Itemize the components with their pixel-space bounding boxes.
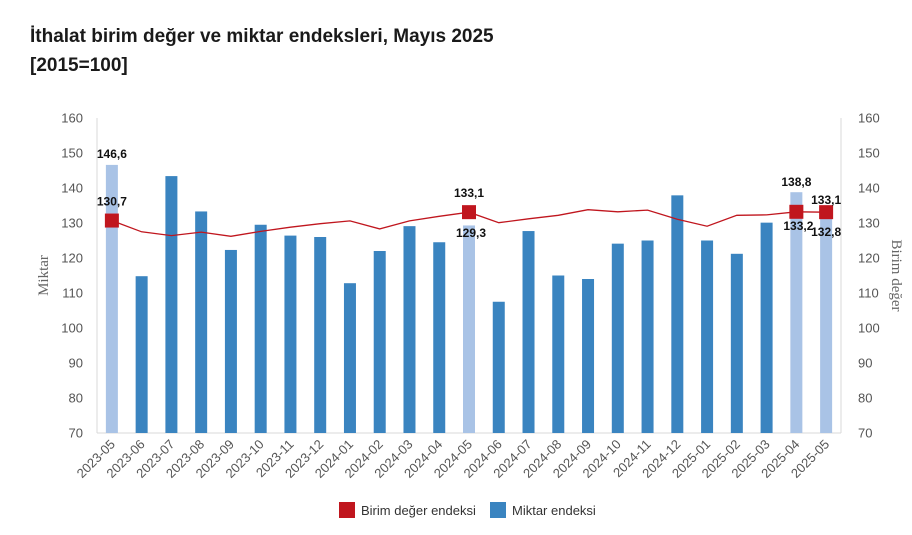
bar-miktar-2024-05 bbox=[463, 225, 475, 433]
data-label: 129,3 bbox=[456, 226, 486, 240]
y-right-tick-label: 150 bbox=[858, 146, 880, 161]
y-right-tick-label: 160 bbox=[858, 111, 880, 126]
chart-title: İthalat birim değer ve miktar endeksleri… bbox=[30, 22, 494, 80]
bar-miktar-2023-05 bbox=[105, 164, 118, 433]
data-label: 146,6 bbox=[97, 147, 127, 161]
bar-miktar-2023-07 bbox=[165, 176, 178, 433]
y-left-tick-label: 160 bbox=[61, 111, 83, 126]
y-right-tick-label: 120 bbox=[858, 251, 880, 266]
bar-miktar-2024-11 bbox=[641, 240, 654, 433]
legend-swatch-miktar bbox=[490, 502, 506, 518]
y-right-tick-label: 130 bbox=[858, 216, 880, 231]
bar-miktar-2024-03 bbox=[403, 226, 416, 433]
y-right-tick-label: 70 bbox=[858, 426, 872, 441]
y-left-tick-label: 90 bbox=[69, 356, 83, 371]
bar-miktar-2025-01 bbox=[701, 240, 714, 433]
bar-miktar-2023-12 bbox=[314, 237, 327, 433]
y-left-tick-label: 70 bbox=[69, 426, 83, 441]
legend-label-birim-deger: Birim değer endeksi bbox=[361, 503, 476, 518]
bar-miktar-2025-02 bbox=[730, 253, 743, 433]
bar-miktar-2024-12 bbox=[671, 195, 684, 433]
bar-miktar-2025-03 bbox=[760, 222, 773, 433]
y-left-tick-label: 150 bbox=[61, 146, 83, 161]
bar-miktar-2024-04 bbox=[433, 242, 446, 433]
y-left-tick-label: 120 bbox=[61, 251, 83, 266]
y-right-tick-label: 90 bbox=[858, 356, 872, 371]
bar-miktar-2025-05 bbox=[820, 213, 833, 433]
y-left-tick-label: 130 bbox=[61, 216, 83, 231]
bar-miktar-2023-08 bbox=[195, 211, 208, 433]
marker-birim-deger-2024-05 bbox=[462, 205, 476, 220]
y-right-tick-label: 140 bbox=[858, 181, 880, 196]
data-label: 132,8 bbox=[811, 225, 841, 239]
y-right-tick-label: 80 bbox=[858, 391, 872, 406]
y-left-axis-title: Miktar bbox=[36, 255, 52, 296]
legend-swatch-birim-deger bbox=[339, 502, 355, 518]
data-label: 138,8 bbox=[781, 175, 811, 189]
bar-miktar-2024-09 bbox=[582, 279, 595, 433]
data-label: 133,1 bbox=[454, 186, 484, 200]
y-left-tick-label: 100 bbox=[61, 321, 83, 336]
bar-miktar-2024-07 bbox=[522, 231, 535, 433]
data-label: 133,1 bbox=[811, 193, 841, 207]
data-label: 130,7 bbox=[97, 195, 127, 209]
bar-miktar-2024-10 bbox=[611, 243, 624, 433]
bar-miktar-2023-06 bbox=[135, 276, 148, 433]
chart-title-line2: [2015=100] bbox=[30, 55, 128, 76]
data-label: 133,2 bbox=[783, 219, 813, 233]
marker-birim-deger-2023-05 bbox=[104, 213, 119, 228]
marker-birim-deger-2025-04 bbox=[789, 204, 804, 219]
bar-miktar-2023-10 bbox=[254, 224, 267, 433]
y-left-tick-label: 80 bbox=[69, 391, 83, 406]
bar-miktar-2024-01 bbox=[343, 283, 356, 433]
y-right-axis-title: Birim değer bbox=[888, 239, 904, 311]
bar-miktar-2023-11 bbox=[284, 235, 297, 433]
bar-miktar-2023-09 bbox=[224, 249, 237, 433]
bar-miktar-2024-08 bbox=[552, 275, 565, 433]
y-left-tick-label: 140 bbox=[61, 181, 83, 196]
bar-miktar-2025-04 bbox=[790, 192, 803, 433]
legend-label-miktar: Miktar endeksi bbox=[512, 503, 596, 518]
bar-miktar-2024-06 bbox=[492, 301, 505, 433]
y-right-tick-label: 110 bbox=[858, 286, 879, 301]
chart-title-line1: İthalat birim değer ve miktar endeksleri… bbox=[30, 26, 494, 47]
bar-miktar-2024-02 bbox=[373, 251, 386, 433]
marker-birim-deger-2025-05 bbox=[819, 205, 834, 220]
y-right-tick-label: 100 bbox=[858, 321, 880, 336]
y-left-tick-label: 110 bbox=[62, 286, 83, 301]
